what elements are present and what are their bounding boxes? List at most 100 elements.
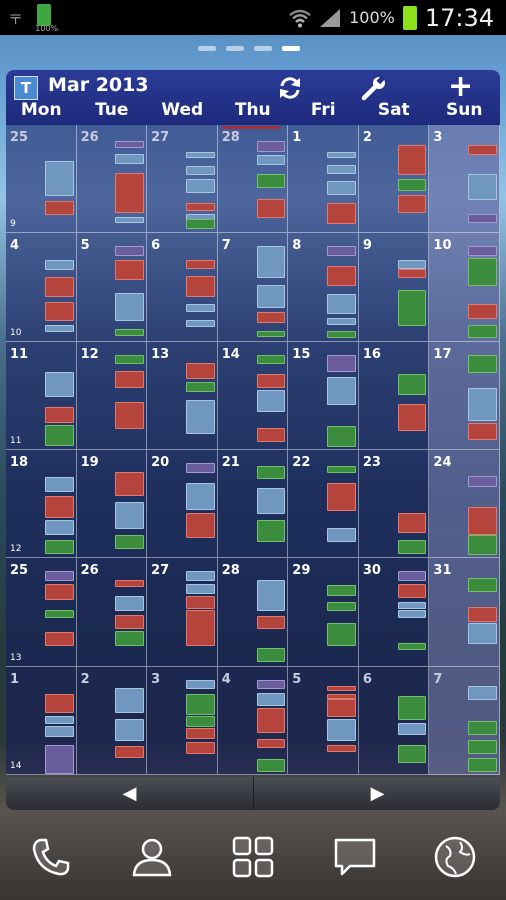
event-block[interactable] (468, 757, 498, 772)
event-block[interactable] (397, 195, 427, 213)
event-block[interactable] (256, 354, 286, 365)
event-block[interactable] (397, 610, 427, 618)
event-block[interactable] (327, 377, 356, 406)
event-block[interactable] (115, 502, 145, 529)
day-cell[interactable]: 23 (358, 450, 430, 559)
event-block[interactable] (185, 219, 215, 229)
day-cell[interactable]: 29 (288, 558, 359, 667)
event-block[interactable] (185, 275, 215, 298)
day-cell[interactable]: 20 (147, 450, 218, 559)
event-block[interactable] (468, 325, 498, 339)
event-block[interactable] (468, 720, 498, 735)
day-cell[interactable]: 21 (217, 450, 289, 559)
event-block[interactable] (397, 144, 427, 175)
event-block[interactable] (256, 198, 286, 219)
day-cell[interactable]: 25 9 (6, 125, 77, 234)
day-cell[interactable]: 7 (429, 666, 500, 775)
day-cell[interactable]: 26 (76, 558, 148, 667)
day-cell[interactable]: 12 (76, 341, 148, 450)
day-cell[interactable]: 13 (147, 341, 218, 450)
event-block[interactable] (185, 166, 215, 175)
event-block[interactable] (44, 495, 74, 519)
event-block[interactable] (44, 726, 74, 737)
day-cell[interactable]: 18 12 (6, 450, 77, 559)
day-cell[interactable]: 8 (288, 233, 359, 342)
add-event-icon[interactable]: + (448, 69, 474, 104)
day-cell[interactable]: 9 (358, 233, 430, 342)
event-block[interactable] (468, 740, 498, 755)
event-block[interactable] (115, 292, 145, 321)
event-block[interactable] (397, 744, 427, 763)
event-block[interactable] (256, 312, 286, 324)
messaging-icon[interactable] (330, 832, 380, 882)
event-block[interactable] (44, 371, 74, 397)
event-block[interactable] (115, 217, 145, 224)
event-block[interactable] (185, 463, 215, 473)
day-cell[interactable]: 26 (76, 125, 148, 234)
event-block[interactable] (44, 406, 74, 423)
event-block[interactable] (397, 404, 427, 432)
event-block[interactable] (468, 507, 498, 536)
day-cell[interactable]: 3 (429, 125, 500, 234)
event-block[interactable] (397, 642, 427, 651)
event-block[interactable] (185, 363, 215, 380)
event-block[interactable] (115, 141, 145, 148)
event-block[interactable] (44, 520, 74, 536)
event-block[interactable] (256, 466, 286, 480)
event-block[interactable] (397, 584, 427, 599)
day-cell[interactable]: 6 (358, 666, 430, 775)
event-block[interactable] (44, 160, 74, 197)
event-block[interactable] (185, 400, 215, 434)
day-cell[interactable]: 14 (217, 341, 289, 450)
event-block[interactable] (327, 181, 356, 196)
event-block[interactable] (468, 303, 498, 319)
day-cell[interactable]: 4 (217, 666, 289, 775)
event-block[interactable] (256, 155, 286, 165)
day-cell[interactable]: 28 (217, 558, 289, 667)
contacts-icon[interactable] (127, 832, 177, 882)
event-block[interactable] (468, 388, 498, 421)
previous-month-button[interactable]: ◀ (122, 783, 137, 804)
event-block[interactable] (44, 610, 74, 618)
event-block[interactable] (327, 293, 356, 315)
event-block[interactable] (115, 614, 145, 629)
event-block[interactable] (185, 728, 215, 740)
event-block[interactable] (256, 330, 286, 338)
event-block[interactable] (468, 623, 498, 644)
event-block[interactable] (468, 354, 498, 373)
event-block[interactable] (115, 471, 145, 497)
event-block[interactable] (468, 422, 498, 441)
event-block[interactable] (468, 246, 498, 256)
event-block[interactable] (115, 154, 145, 164)
event-block[interactable] (397, 695, 427, 720)
day-cell[interactable]: 28 (217, 125, 289, 234)
event-block[interactable] (327, 466, 356, 473)
event-block[interactable] (256, 246, 286, 278)
event-block[interactable] (397, 179, 427, 191)
event-block[interactable] (327, 718, 356, 742)
event-block[interactable] (468, 144, 498, 156)
event-block[interactable] (185, 381, 215, 393)
event-block[interactable] (115, 688, 145, 714)
event-block[interactable] (185, 693, 215, 716)
event-block[interactable] (256, 173, 286, 188)
next-month-button[interactable]: ▶ (253, 777, 501, 810)
event-block[interactable] (185, 319, 215, 328)
event-block[interactable] (44, 325, 74, 332)
browser-icon[interactable] (430, 832, 480, 882)
event-block[interactable] (397, 512, 427, 534)
event-block[interactable] (185, 203, 215, 211)
apps-icon[interactable] (228, 832, 278, 882)
event-block[interactable] (397, 601, 427, 610)
event-block[interactable] (468, 476, 498, 487)
event-block[interactable] (468, 258, 498, 287)
event-block[interactable] (256, 374, 286, 389)
event-block[interactable] (44, 631, 74, 646)
event-block[interactable] (468, 607, 498, 623)
event-block[interactable] (397, 260, 427, 269)
event-block[interactable] (44, 301, 74, 321)
event-block[interactable] (185, 742, 215, 755)
event-block[interactable] (44, 571, 74, 581)
event-block[interactable] (115, 596, 145, 612)
event-block[interactable] (115, 579, 145, 588)
